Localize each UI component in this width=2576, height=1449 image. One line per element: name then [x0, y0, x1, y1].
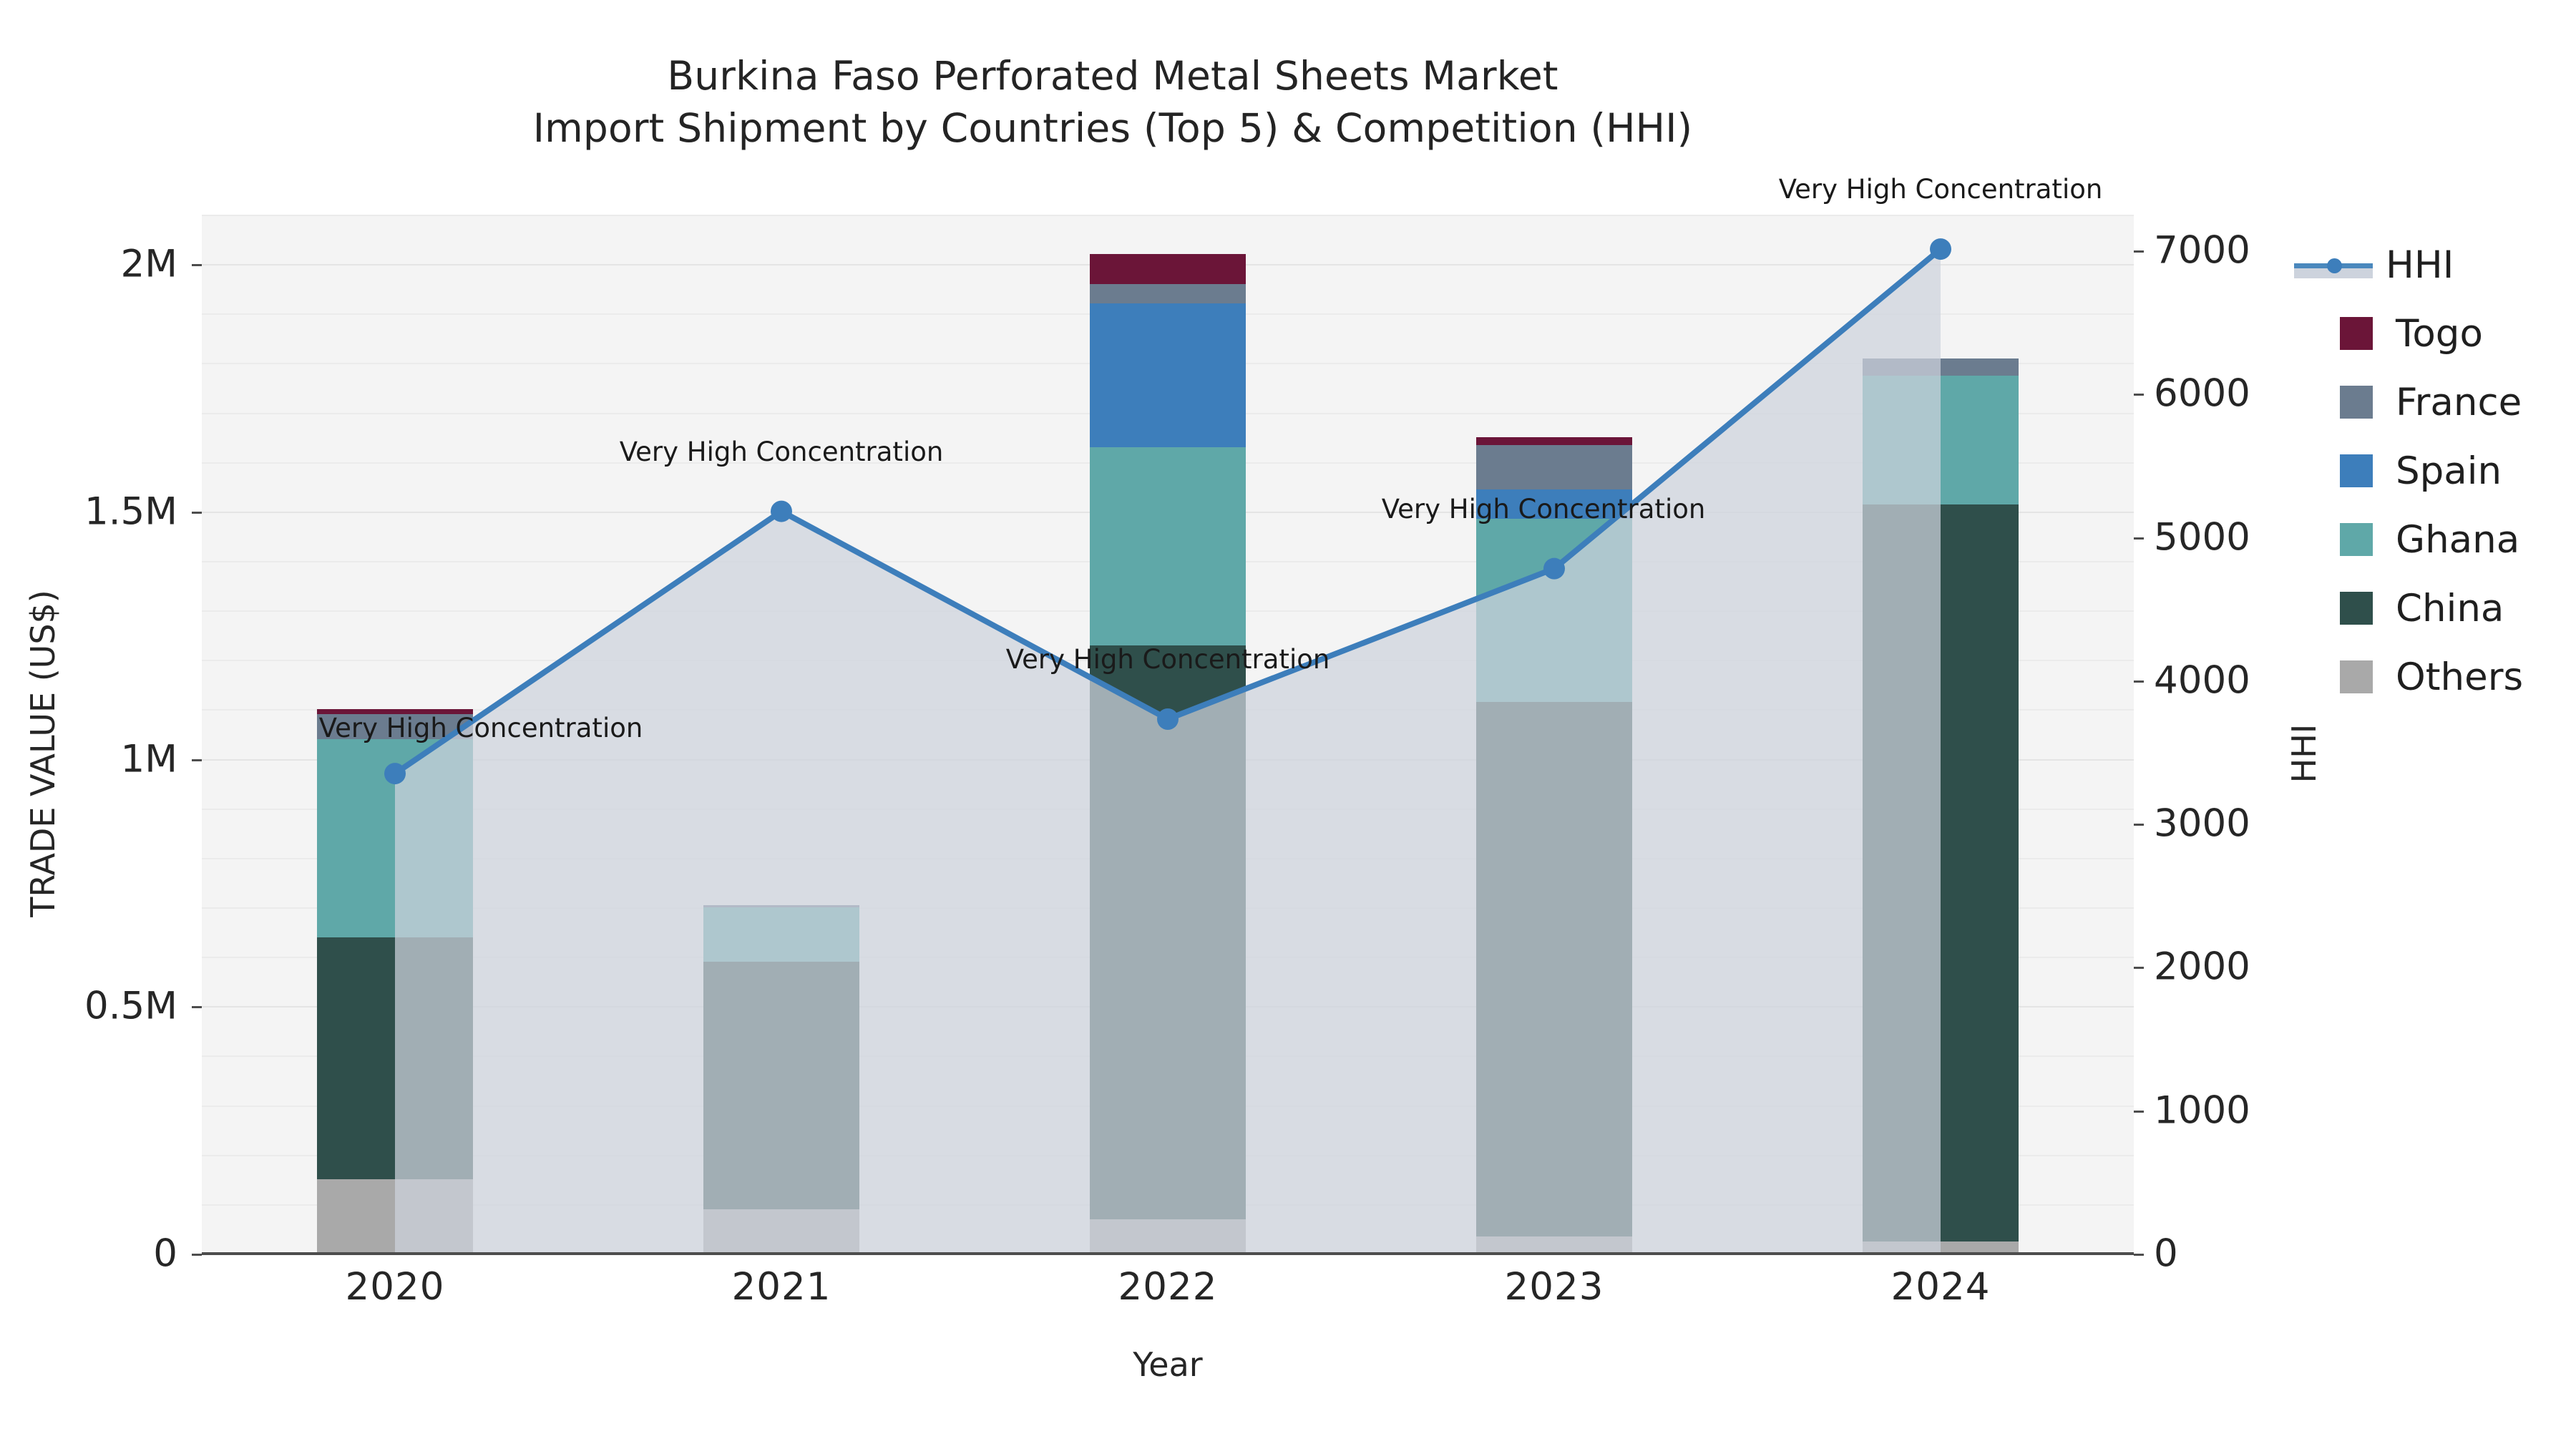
legend-label: Spain [2396, 449, 2502, 493]
annotation-2020: Very High Concentration [318, 713, 643, 744]
y-tick-secondary-6000: 6000 [2154, 371, 2250, 416]
bar-segment-spain-2022[interactable] [1090, 303, 1246, 447]
legend-swatch-icon [2340, 454, 2373, 487]
legend-item-hhi[interactable]: HHI [2294, 230, 2576, 299]
chart-legend: HHI Togo France Spain Ghana China Others [2294, 230, 2576, 711]
legend-swatch-icon [2340, 386, 2373, 419]
annotation-2021: Very High Concentration [619, 436, 944, 467]
legend-label: Ghana [2396, 517, 2520, 562]
bar-segment-france-2024[interactable] [1863, 358, 2019, 376]
legend-item-togo[interactable]: Togo [2340, 299, 2576, 368]
bar-segment-others-2021[interactable] [703, 1209, 859, 1254]
bar-segment-france-2023[interactable] [1476, 444, 1632, 489]
bar-stack-2024[interactable] [1863, 215, 2019, 1254]
y-tick-primary-1.5M: 1.5M [84, 489, 177, 534]
x-tick-2022: 2022 [1118, 1265, 1218, 1309]
bar-segment-ghana-2023[interactable] [1476, 519, 1632, 703]
legend-label: HHI [2386, 243, 2454, 287]
y-tick-primary-0.5M: 0.5M [84, 984, 177, 1028]
y-tick-secondary-5000: 5000 [2154, 515, 2250, 560]
legend-swatch-icon [2340, 523, 2373, 556]
bar-stack-2022[interactable] [1090, 215, 1246, 1254]
y-tickmark-secondary [2134, 824, 2144, 826]
y-tickmark-primary [192, 264, 202, 267]
bar-segment-china-2021[interactable] [703, 962, 859, 1209]
y-tick-primary-0: 0 [153, 1231, 177, 1276]
legend-item-china[interactable]: China [2340, 574, 2576, 643]
legend-label: Others [2396, 655, 2524, 699]
x-tick-2021: 2021 [731, 1265, 831, 1309]
y-tick-secondary-1000: 1000 [2154, 1088, 2250, 1133]
bar-segment-others-2023[interactable] [1476, 1236, 1632, 1254]
chart-title: Burkina Faso Perforated Metal Sheets Mar… [0, 50, 2225, 154]
y-tick-secondary-4000: 4000 [2154, 658, 2250, 703]
y-tickmark-primary [192, 1006, 202, 1009]
x-tick-2020: 2020 [345, 1265, 445, 1309]
y-axis-label-primary: TRADE VALUE (US$) [24, 590, 62, 917]
legend-line-dot [2327, 258, 2342, 273]
legend-swatch-icon [2340, 592, 2373, 625]
bar-segment-others-2020[interactable] [317, 1179, 473, 1254]
legend-label: Togo [2396, 311, 2483, 356]
bar-stack-2021[interactable] [703, 215, 859, 1254]
annotation-2022: Very High Concentration [1005, 643, 1330, 675]
y-tick-secondary-0: 0 [2154, 1231, 2178, 1276]
y-tick-secondary-7000: 7000 [2154, 228, 2250, 273]
annotation-2024: Very High Concentration [1778, 174, 2103, 205]
legend-item-others[interactable]: Others [2340, 643, 2576, 711]
bar-segment-ghana-2022[interactable] [1090, 447, 1246, 645]
y-tick-secondary-3000: 3000 [2154, 801, 2250, 846]
legend-swatch-icon [2340, 317, 2373, 350]
y-tickmark-secondary [2134, 537, 2144, 540]
bar-segment-others-2022[interactable] [1090, 1219, 1246, 1254]
y-tickmark-secondary [2134, 1110, 2144, 1113]
x-axis-label: Year [1133, 1345, 1203, 1384]
bar-segment-china-2024[interactable] [1863, 504, 2019, 1241]
legend-item-ghana[interactable]: Ghana [2340, 505, 2576, 574]
y-tick-primary-1M: 1M [120, 737, 177, 781]
bar-segment-togo-2023[interactable] [1476, 437, 1632, 445]
bar-stack-2023[interactable] [1476, 215, 1632, 1254]
bar-segment-china-2020[interactable] [317, 937, 473, 1180]
bar-segment-china-2022[interactable] [1090, 645, 1246, 1219]
bar-segment-togo-2022[interactable] [1090, 254, 1246, 284]
x-tick-2024: 2024 [1890, 1265, 1991, 1309]
y-tickmark-primary [192, 511, 202, 514]
y-tickmark-secondary [2134, 250, 2144, 253]
y-tickmark-secondary [2134, 1254, 2144, 1256]
gridline [202, 215, 2134, 216]
legend-swatch-icon [2340, 660, 2373, 693]
y-tickmark-secondary [2134, 680, 2144, 683]
bar-segment-china-2023[interactable] [1476, 702, 1632, 1236]
y-tickmark-primary [192, 758, 202, 761]
y-tickmark-primary [192, 1254, 202, 1256]
x-tick-2023: 2023 [1504, 1265, 1604, 1309]
legend-item-france[interactable]: France [2340, 368, 2576, 436]
annotation-2023: Very High Concentration [1381, 493, 1706, 525]
bar-segment-ghana-2024[interactable] [1863, 375, 2019, 504]
bar-segment-ghana-2021[interactable] [703, 907, 859, 962]
bar-segment-france-2022[interactable] [1090, 283, 1246, 304]
legend-line-icon [2294, 248, 2373, 281]
legend-item-spain[interactable]: Spain [2340, 436, 2576, 505]
legend-label: China [2396, 586, 2504, 630]
x-axis-line [202, 1252, 2134, 1255]
y-tickmark-secondary [2134, 394, 2144, 396]
y-axis-label-secondary: HHI [2285, 723, 2323, 784]
chart-title-line-2: Import Shipment by Countries (Top 5) & C… [532, 104, 1693, 151]
legend-label: France [2396, 380, 2522, 424]
plot-area: Very High Concentration Very High Concent… [202, 174, 2134, 1255]
y-tick-primary-2M: 2M [120, 242, 177, 286]
chart-title-line-1: Burkina Faso Perforated Metal Sheets Mar… [667, 53, 1558, 99]
y-tickmark-secondary [2134, 967, 2144, 970]
bar-segment-france-2021[interactable] [703, 904, 859, 907]
bar-segment-ghana-2020[interactable] [317, 738, 473, 937]
y-tick-secondary-2000: 2000 [2154, 945, 2250, 989]
